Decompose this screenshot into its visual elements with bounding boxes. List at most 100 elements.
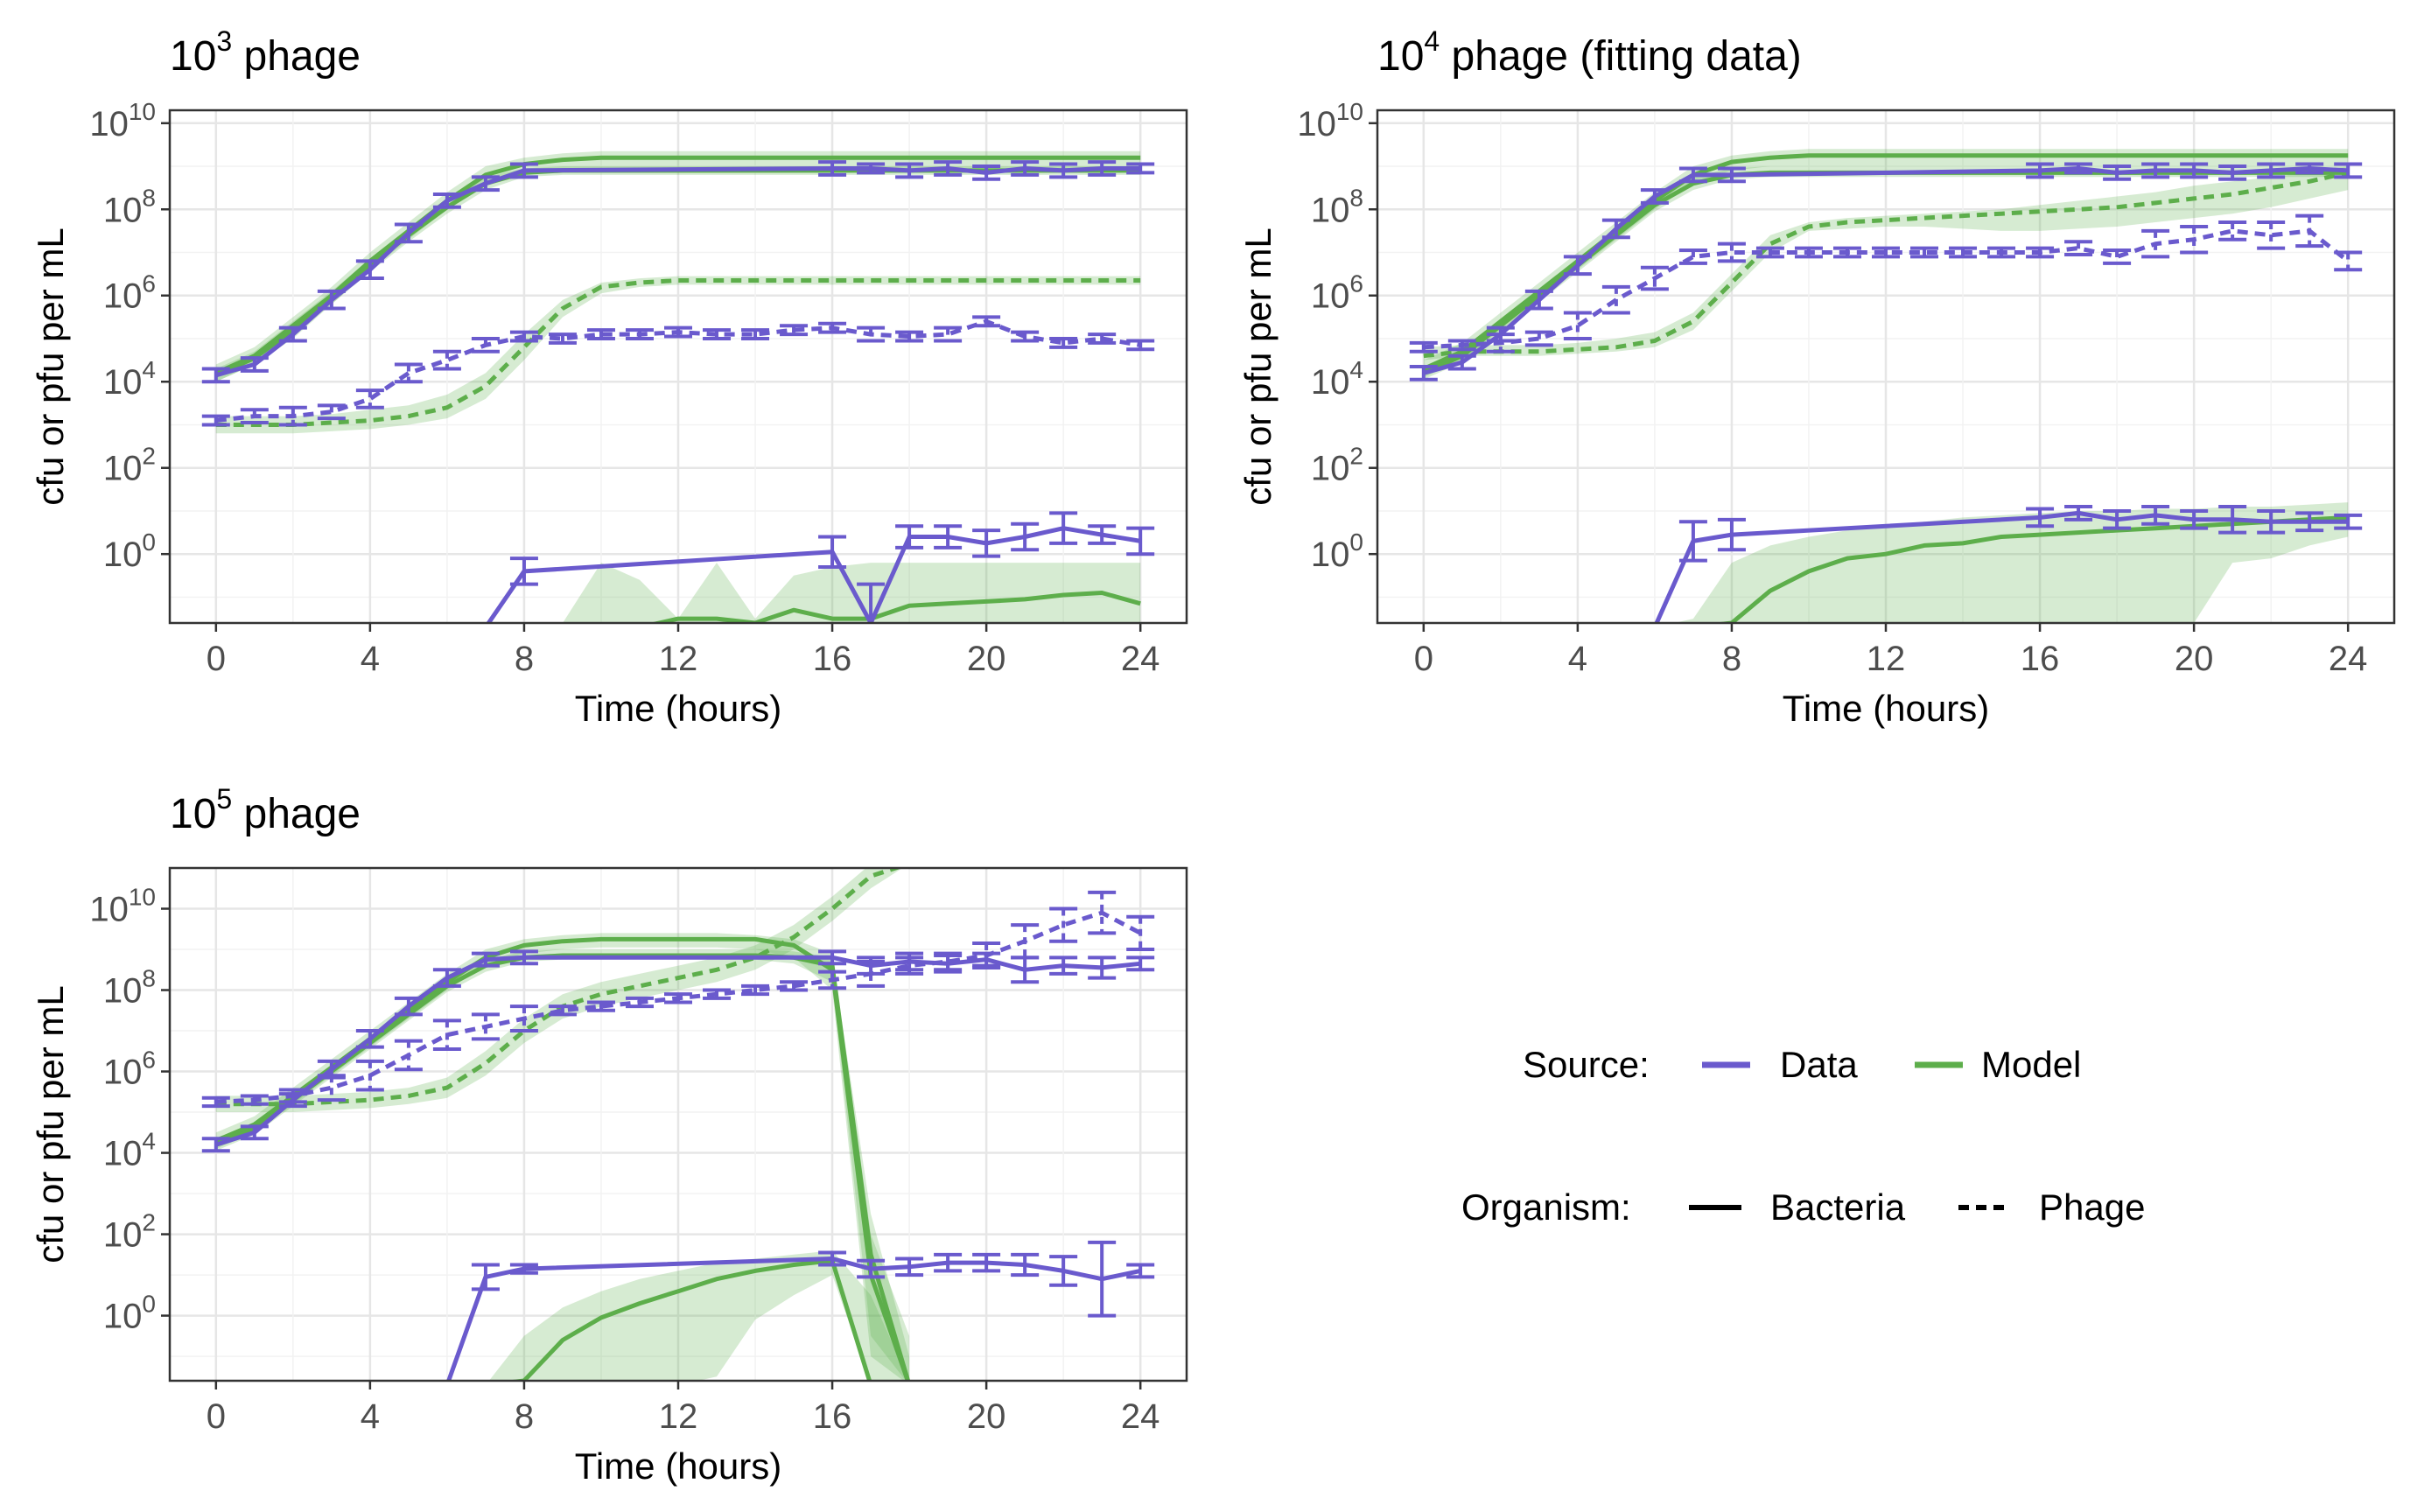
title-exponent: 4	[1424, 25, 1440, 57]
x-tick-label: 24	[1121, 1397, 1160, 1436]
error-bar	[509, 949, 538, 966]
y-tick-label: 104	[1311, 356, 1363, 402]
error-bar	[1126, 956, 1155, 972]
error-bar	[201, 414, 230, 427]
error-bar	[2295, 511, 2324, 533]
error-bar	[586, 328, 615, 340]
error-bar	[972, 315, 1001, 328]
error-bar	[857, 582, 886, 623]
error-bar	[625, 996, 654, 1009]
y-tick-base: 10	[103, 536, 143, 574]
y-tick-base: 10	[1311, 536, 1350, 574]
error-bar	[317, 1074, 346, 1102]
y-tick-base: 10	[103, 972, 143, 1011]
error-bar	[355, 259, 384, 281]
error-bar	[355, 1059, 384, 1092]
x-tick-label: 20	[967, 640, 1006, 678]
y-tick-exponent: 6	[142, 270, 156, 298]
x-tick-label: 0	[207, 640, 226, 678]
error-bar	[780, 980, 809, 992]
error-bar	[1409, 340, 1438, 354]
error-bar	[1088, 332, 1117, 345]
x-tick-label: 4	[1568, 640, 1587, 678]
error-bar	[934, 326, 963, 343]
error-bar	[1678, 166, 1707, 184]
error-bar	[2334, 162, 2363, 179]
error-bar	[2334, 513, 2363, 530]
y-tick-exponent: 10	[129, 98, 156, 125]
title-base: 10	[170, 791, 216, 837]
panel-title: 103 phage	[170, 25, 361, 80]
y-tick-label: 102	[1311, 443, 1363, 488]
error-bar	[2103, 508, 2132, 530]
error-bar	[2064, 505, 2093, 522]
error-bar	[934, 160, 963, 177]
x-tick-label: 24	[2329, 640, 2368, 678]
y-tick-label: 102	[103, 1209, 156, 1255]
x-tick-label: 24	[1121, 640, 1160, 678]
error-bar	[1640, 265, 1669, 291]
y-tick-base: 10	[1311, 363, 1350, 402]
x-tick-label: 4	[361, 1397, 380, 1436]
y-tick-exponent: 10	[1336, 98, 1363, 125]
error-bar	[2257, 508, 2286, 535]
error-bar	[2141, 228, 2170, 259]
x-tick-label: 12	[659, 640, 698, 678]
y-tick-exponent: 6	[1349, 270, 1363, 298]
title-base: 10	[170, 33, 216, 80]
model-ribbon	[488, 1250, 910, 1381]
y-tick-base: 10	[89, 105, 129, 144]
error-bar	[780, 324, 809, 337]
legend: Source: Data Model Organism: Bacteria Ph…	[1461, 1044, 2145, 1228]
error-bar	[509, 1004, 538, 1033]
y-tick-label: 104	[103, 1128, 156, 1173]
error-bar	[741, 328, 770, 340]
title-exponent: 5	[216, 783, 232, 815]
error-bar	[1486, 332, 1515, 354]
error-bar	[548, 1004, 577, 1017]
error-bar	[1987, 246, 2016, 259]
y-tick-label: 104	[103, 356, 156, 402]
error-bar	[1447, 339, 1476, 352]
error-bar	[1755, 246, 1784, 259]
legend-data-label: Data	[1780, 1044, 1858, 1085]
x-axis-label: Time (hours)	[575, 688, 781, 729]
error-bar	[509, 556, 538, 586]
error-bar	[1949, 246, 1978, 259]
error-bar	[201, 1096, 230, 1109]
legend-organism-title: Organism:	[1461, 1186, 1631, 1228]
model-bacteria-line	[504, 1258, 872, 1381]
error-bar	[394, 362, 423, 384]
error-bar	[2334, 250, 2363, 272]
error-bar	[1011, 522, 1040, 552]
error-bar	[509, 330, 538, 343]
error-bar	[432, 349, 461, 371]
error-bar	[818, 321, 847, 334]
legend-source-title: Source:	[1523, 1044, 1650, 1085]
error-bar	[2218, 164, 2247, 181]
x-tick-label: 12	[659, 1397, 698, 1436]
y-tick-exponent: 2	[142, 1209, 156, 1236]
y-tick-label: 106	[1311, 270, 1363, 316]
y-tick-label: 108	[103, 965, 156, 1011]
error-bar	[2064, 240, 2093, 256]
series-layer	[201, 868, 1155, 1381]
title-rest: phage (fitting data)	[1440, 33, 1802, 80]
title-rest: phage	[232, 33, 361, 80]
error-bar	[2257, 162, 2286, 179]
y-tick-exponent: 8	[142, 965, 156, 992]
error-bar	[1126, 1263, 1155, 1279]
error-bar	[1126, 526, 1155, 556]
error-bar	[2218, 505, 2247, 535]
error-bar	[586, 1000, 615, 1012]
error-bar	[1049, 906, 1078, 943]
error-bar	[2180, 224, 2209, 255]
error-bar	[664, 992, 692, 1004]
error-bar	[240, 1094, 269, 1106]
error-bar	[857, 959, 886, 988]
error-bar	[2103, 164, 2132, 181]
error-bar	[1088, 1240, 1117, 1318]
error-bar	[1011, 923, 1040, 960]
error-bar	[818, 970, 847, 990]
